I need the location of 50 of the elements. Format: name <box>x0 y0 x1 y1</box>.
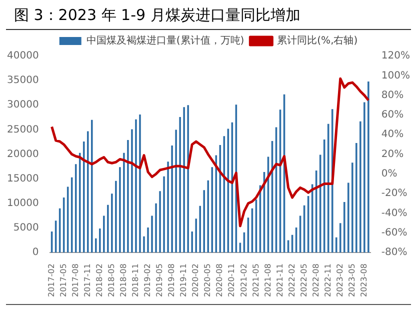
y-tick-label: 40000 <box>7 50 39 62</box>
y-tick-label: 5000 <box>13 222 39 234</box>
x-tick-label: 2017-11 <box>82 264 92 298</box>
legend-label: 累计同比(%,右轴) <box>277 34 358 47</box>
y2-tick-label: 100% <box>381 70 410 82</box>
y2-tick-label: -20% <box>381 188 408 200</box>
x-tick-label: 2017-05 <box>58 264 68 298</box>
x-tick-label: 2022-11 <box>323 264 332 298</box>
x-tick-label: 2019-11 <box>179 264 188 298</box>
y-tick-label: 35000 <box>7 75 39 86</box>
x-tick-label: 2022-05 <box>299 264 308 298</box>
x-tick-label: 2019-02 <box>143 264 152 298</box>
x-tick-label: 2020-08 <box>215 264 224 298</box>
x-tick-label: 2021-11 <box>275 264 284 298</box>
x-tick-label: 2018-08 <box>119 264 128 298</box>
y-tick-label: 0 <box>32 247 39 258</box>
y-tick-label: 10000 <box>7 198 39 210</box>
x-tick-label: 2021-08 <box>263 264 272 298</box>
x-tick-label: 2021-05 <box>251 264 260 298</box>
x-tick-label: 2020-02 <box>191 264 200 298</box>
x-tick-label: 2017-02 <box>46 264 56 298</box>
y-tick-label: 15000 <box>7 173 39 184</box>
x-tick-label: 2021-02 <box>239 264 248 298</box>
x-tick-label: 2022-08 <box>311 264 320 298</box>
x-tick-label: 2020-11 <box>227 264 236 298</box>
x-tick-label: 2023-05 <box>347 264 356 298</box>
legend-label: 中国煤及褐煤进口量(累计值，万吨) <box>86 34 244 47</box>
y-tick-label: 20000 <box>7 148 39 160</box>
x-tick-label: 2023-02 <box>335 264 344 298</box>
x-tick-label: 2019-08 <box>167 264 176 298</box>
x-tick-label: 2023-08 <box>359 264 368 298</box>
x-tick-label: 2019-05 <box>155 264 164 298</box>
x-tick-label: 2018-05 <box>107 264 116 298</box>
y2-tick-label: 80% <box>381 90 404 101</box>
y2-tick-label: 120% <box>381 50 410 62</box>
y2-tick-label: 40% <box>381 129 404 140</box>
x-tick-label: 2020-05 <box>203 264 212 298</box>
y2-tick-label: -80% <box>381 247 408 258</box>
x-tick-label: 2022-02 <box>287 264 296 298</box>
y2-tick-label: -40% <box>381 208 408 219</box>
y2-tick-label: 60% <box>381 110 404 121</box>
x-tick-label: 2017-08 <box>70 264 80 298</box>
y2-tick-label: 20% <box>381 148 404 160</box>
x-tick-label: 2018-11 <box>131 264 140 298</box>
y2-tick-label: 0% <box>381 168 398 180</box>
y-tick-label: 25000 <box>7 124 39 136</box>
y2-tick-label: -60% <box>381 228 408 239</box>
y-tick-label: 30000 <box>7 100 39 111</box>
chart-title: 图 3：2023 年 1-9 月煤炭进口量同比增加 <box>6 0 411 30</box>
x-tick-label: 2018-02 <box>94 264 104 298</box>
